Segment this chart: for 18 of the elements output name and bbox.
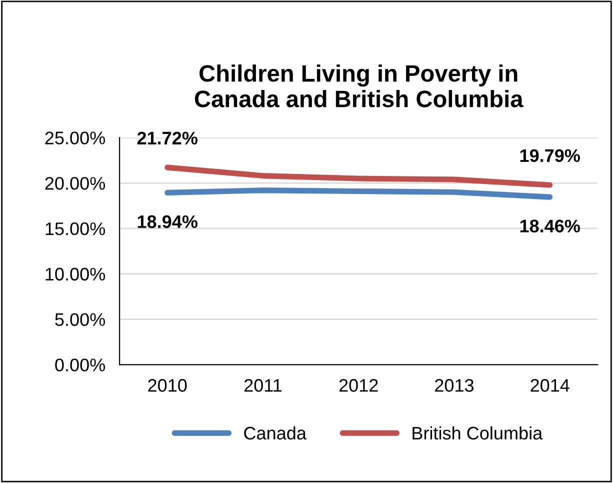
x-tick-label: 2014 (530, 379, 570, 392)
x-tick-label: 2010 (148, 379, 187, 392)
y-tick-label: 10.00% (46, 268, 106, 281)
data-label: 18.46% (520, 220, 580, 232)
x-tick-label: 2013 (435, 379, 474, 392)
data-label: 18.94% (138, 215, 198, 228)
legend-label: Canada (244, 426, 306, 440)
data-label: 19.79% (520, 149, 580, 162)
data-label: 21.72% (137, 132, 198, 144)
chart-title: Children Living in Poverty in Canada and British Columbia (194, 64, 524, 108)
x-tick-label: 2011 (244, 379, 282, 392)
y-tick-label: 0.00% (55, 358, 106, 372)
y-tick-label: 15.00% (46, 222, 106, 236)
x-tick-label: 2012 (339, 379, 378, 392)
legend-label: British Columbia (412, 426, 543, 440)
y-tick-label: 5.00% (55, 313, 106, 326)
y-tick-label: 25.00% (45, 132, 106, 144)
y-tick-label: 20.00% (45, 176, 106, 190)
